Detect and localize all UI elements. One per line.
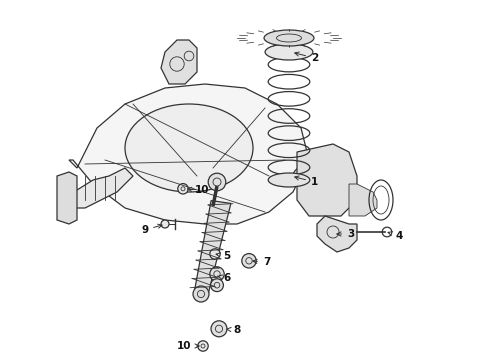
Ellipse shape	[268, 173, 310, 187]
Polygon shape	[297, 144, 357, 216]
Text: 7: 7	[253, 257, 270, 267]
Polygon shape	[194, 201, 231, 295]
Circle shape	[211, 321, 227, 337]
Circle shape	[210, 267, 224, 281]
Text: 9: 9	[141, 224, 162, 235]
Text: 2: 2	[295, 52, 318, 63]
Circle shape	[210, 249, 220, 259]
Text: 6: 6	[218, 273, 230, 283]
Polygon shape	[61, 168, 133, 208]
Ellipse shape	[264, 30, 314, 46]
Ellipse shape	[265, 44, 313, 60]
Polygon shape	[69, 84, 309, 224]
Text: 1: 1	[295, 176, 318, 187]
Ellipse shape	[303, 170, 323, 182]
Ellipse shape	[293, 164, 333, 188]
Text: 10: 10	[176, 341, 199, 351]
Polygon shape	[161, 40, 197, 84]
Text: 5: 5	[216, 251, 230, 261]
Ellipse shape	[125, 104, 253, 192]
Text: 4: 4	[388, 231, 402, 241]
Polygon shape	[57, 172, 77, 224]
Circle shape	[242, 253, 256, 268]
Text: 10: 10	[188, 185, 210, 195]
Polygon shape	[317, 216, 357, 252]
Circle shape	[193, 286, 209, 302]
Circle shape	[208, 173, 226, 191]
Circle shape	[211, 279, 223, 292]
Polygon shape	[349, 184, 377, 216]
Text: 8: 8	[227, 325, 240, 335]
Circle shape	[178, 184, 188, 194]
Circle shape	[161, 220, 169, 228]
Circle shape	[198, 341, 208, 351]
Text: 3: 3	[337, 229, 354, 239]
